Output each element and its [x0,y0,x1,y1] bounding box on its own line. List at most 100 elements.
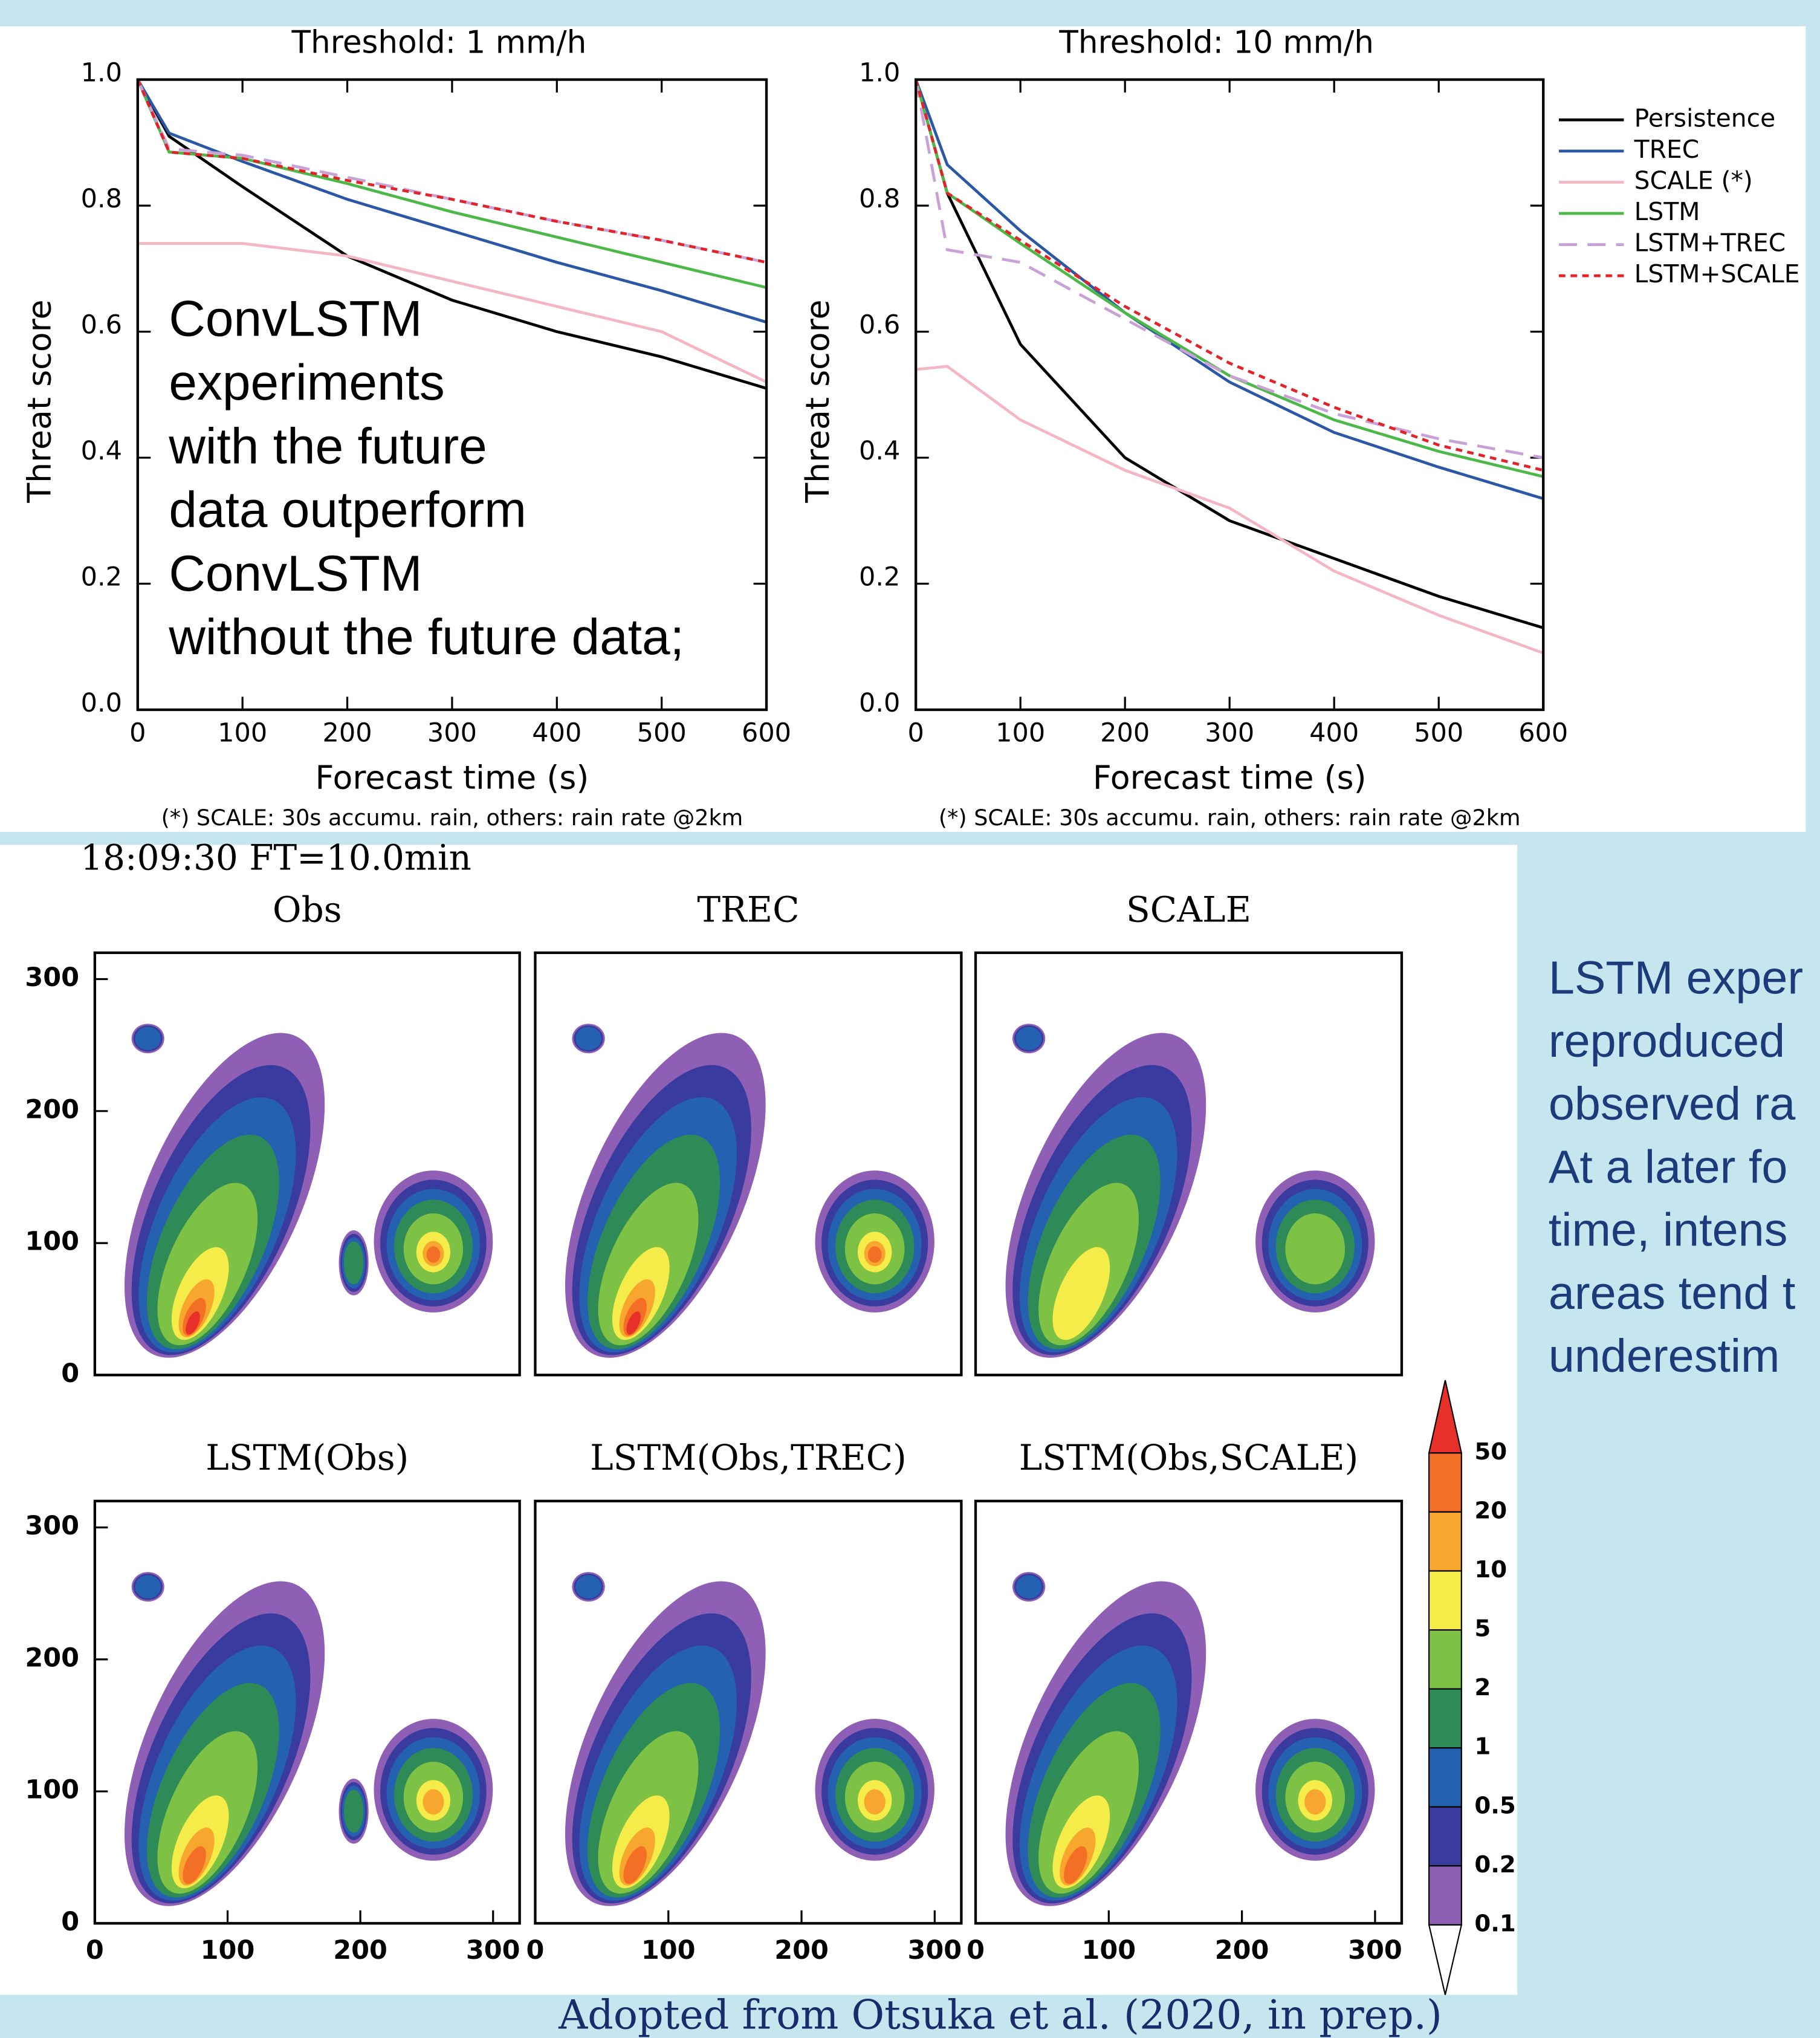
series-line [136,79,767,289]
colorbar-band [1428,1570,1462,1631]
rain-contour [343,1241,364,1285]
side-text: time, intens [1549,1204,1788,1256]
x-axis-label: Forecast time (s) [316,759,589,797]
y-tick-label: 0.0 [859,688,900,718]
y-tick-label: 0.2 [81,562,122,592]
x-tick-label: 500 [1414,718,1463,748]
y-tick-label: 200 [25,1094,79,1124]
x-tick-label: 400 [1309,718,1359,748]
y-tick-label: 0.0 [81,688,122,718]
rain-field [124,1572,493,1906]
annotation: data outperform [169,481,526,538]
map-frame [93,1499,521,1925]
colorbar-label: 0.2 [1474,1851,1516,1878]
y-tick-label: 0.4 [81,436,122,466]
map-title: LSTM(Obs,TREC) [590,1437,907,1478]
x-tick-label: 100 [218,718,267,748]
legend-label: TREC [1634,135,1700,164]
credit: Adopted from Otsuka et al. (2020, in pre… [558,1991,1442,2038]
x-tick-label: 200 [333,1935,387,1965]
rain-contour [1285,1213,1346,1285]
top-panel [0,26,1806,832]
y-tick-label: 0 [61,1907,79,1937]
y-axis-label: Threat score [798,299,837,503]
rain-field [565,1024,934,1358]
y-tick-label: 300 [25,1511,79,1541]
side-text: areas tend t [1549,1267,1796,1319]
y-tick-label: 100 [25,1227,79,1257]
y-axis-label: Threat score [20,299,58,503]
x-tick-label: 300 [466,1935,520,1965]
series-line [914,79,1544,472]
rain-field [1005,1572,1375,1906]
x-tick-label: 300 [907,1935,962,1965]
series-line [136,79,767,324]
side-text: observed ra [1549,1078,1796,1130]
chart-title: Threshold: 10 mm/h [1058,25,1374,61]
x-tick-label: 100 [996,718,1045,748]
y-tick-label: 0 [61,1358,79,1389]
rain-contour [135,1027,161,1050]
y-tick-label: 0.6 [81,310,122,340]
series-line [914,79,1544,459]
side-text: LSTM exper [1549,952,1803,1004]
x-tick-label: 100 [201,1935,255,1965]
rain-contour [183,1846,206,1884]
series-line [914,79,1544,501]
legend-label: Persistence [1634,103,1776,132]
rain-contour [867,1246,882,1263]
colorbar-label: 1 [1474,1733,1491,1761]
colorbar-label: 10 [1474,1556,1507,1583]
colorbar-band [1428,1452,1462,1513]
y-tick-label: 0.8 [859,184,900,214]
footnote: (*) SCALE: 30s accumu. rain, others: rai… [161,805,743,831]
footnote: (*) SCALE: 30s accumu. rain, others: rai… [939,805,1521,831]
colorbar-band [1428,1688,1462,1749]
colorbar-label: 0.1 [1474,1910,1516,1937]
colorbar-label: 5 [1474,1615,1491,1643]
x-tick-label: 200 [323,718,372,748]
map-title: SCALE [1126,889,1251,930]
rain-field [1005,1024,1375,1358]
rain-contour [575,1027,601,1050]
colorbar-label: 50 [1474,1438,1507,1465]
rain-contour [343,1790,364,1833]
map-title: Obs [273,889,342,930]
legend-label: SCALE (*) [1634,166,1753,195]
colorbar-label: 0.5 [1474,1792,1516,1819]
annotation: ConvLSTM [169,290,422,347]
side-text: reproduced [1549,1015,1785,1067]
map-frame [534,1499,963,1925]
annotation: with the future [168,417,487,474]
plot-frame [136,78,768,712]
rain-contour [626,1311,641,1335]
map-title: LSTM(Obs) [206,1437,409,1478]
legend-label: LSTM+TREC [1634,229,1786,258]
x-tick-label: 300 [1348,1935,1402,1965]
y-tick-label: 0.4 [859,436,900,466]
x-tick-label: 100 [1081,1935,1136,1965]
y-tick-label: 300 [25,962,79,993]
annotation: experiments [169,354,444,411]
rain-contour [1015,1575,1042,1598]
x-tick-label: 0 [86,1935,104,1965]
x-tick-label: 300 [1205,718,1254,748]
rain-contour [623,1846,647,1884]
series-line [915,365,1544,655]
x-tick-label: 0 [526,1935,545,1965]
colorbar-band [1428,1747,1462,1808]
x-tick-label: 100 [641,1935,696,1965]
y-tick-label: 1.0 [859,58,900,88]
map-title: LSTM(Obs,SCALE) [1019,1437,1358,1478]
rain-contour [135,1575,161,1598]
colorbar-band [1428,1511,1462,1572]
series-line [136,79,767,264]
rain-contour [423,1789,444,1815]
figure-label: 18:09:30 FT=10.0min [80,837,471,878]
plot-frame [915,78,1545,712]
x-axis-label: Forecast time (s) [1093,759,1367,797]
y-tick-label: 0.6 [859,310,900,340]
colorbar-label: 20 [1474,1497,1507,1524]
